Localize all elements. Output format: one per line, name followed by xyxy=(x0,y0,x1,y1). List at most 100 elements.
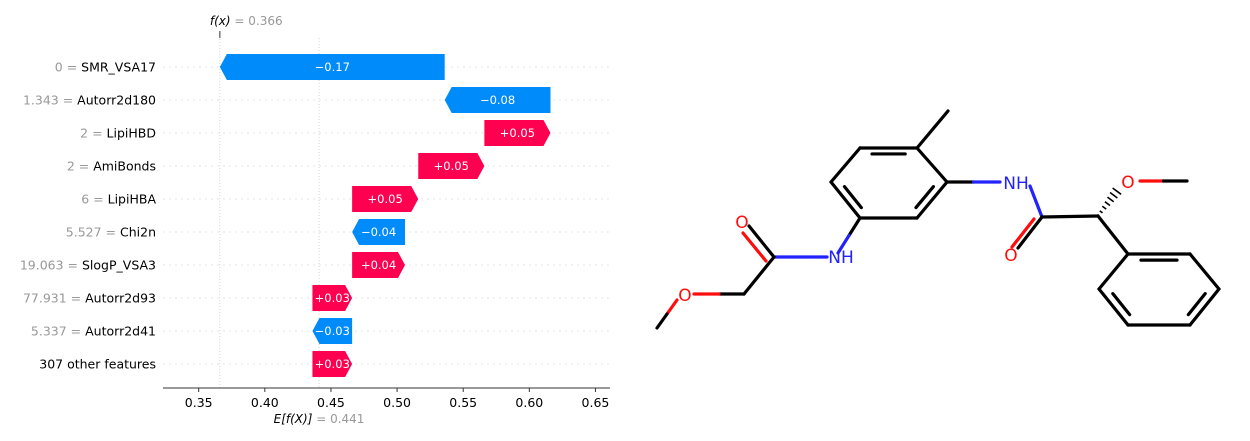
feature-name: LipiHBA xyxy=(108,192,157,207)
feature-value: 5.527 = xyxy=(66,225,120,240)
feature-value: 2 = xyxy=(80,126,106,141)
feature-label: 0 = SMR_VSA17 xyxy=(55,60,156,75)
positive-bar xyxy=(418,153,485,179)
phenyl-bond xyxy=(1097,252,1130,291)
fx-label: f(x) = 0.366 xyxy=(210,14,283,28)
molecule-structure: NH NH O O O O xyxy=(655,109,1221,330)
shap-waterfall-chart: −0.17 0 = SMR_VSA17 −0.08 1.343 = Autorr2d1… xyxy=(20,14,610,426)
carbonyl-bond xyxy=(1016,215,1044,250)
negative-bar xyxy=(352,219,406,245)
c-n-bond xyxy=(847,216,862,238)
c-c-bond xyxy=(1040,214,1100,219)
positive-bar xyxy=(312,351,353,377)
bar-value-label: −0.03 xyxy=(315,324,350,338)
positive-bar xyxy=(484,120,551,146)
negative-bar xyxy=(444,87,551,113)
ring-double-bond xyxy=(914,185,936,210)
x-tick-label: 0.65 xyxy=(582,395,610,410)
base-value: = 0.441 xyxy=(312,412,364,426)
c-n-bond xyxy=(836,233,851,255)
o-methyl-bond xyxy=(655,312,669,330)
feature-name: SlogP_VSA3 xyxy=(82,258,156,273)
bar-value-label: −0.17 xyxy=(315,60,350,74)
x-tick-label: 0.40 xyxy=(251,395,279,410)
feature-label: 77.931 = Autorr2d93 xyxy=(23,291,156,306)
negative-bar xyxy=(219,54,445,80)
oxygen-label: O xyxy=(1004,246,1017,266)
fx-symbol: f(x) xyxy=(210,14,231,28)
feature-value: 77.931 = xyxy=(23,291,85,306)
feature-value: 1.343 = xyxy=(23,93,77,108)
ring-double-bond xyxy=(842,185,863,210)
carbonyl-bond xyxy=(747,224,776,259)
feature-label: 6 = LipiHBA xyxy=(81,192,156,207)
feature-label: 2 = LipiHBD xyxy=(80,126,156,141)
carbonyl-double-bond xyxy=(1010,217,1036,249)
oxygen-label: O xyxy=(1121,173,1134,193)
feature-name: Autorr2d41 xyxy=(85,324,156,339)
hashed-wedge-bond xyxy=(1099,187,1122,214)
feature-value: 5.337 = xyxy=(31,324,85,339)
positive-bar xyxy=(352,186,419,212)
x-tick-label: 0.50 xyxy=(383,395,411,410)
phenyl-bond xyxy=(1188,287,1221,327)
x-tick-label: 0.35 xyxy=(185,395,213,410)
ring-bond xyxy=(915,146,949,184)
carbonyl-double-bond xyxy=(741,231,768,263)
feature-name: Autorr2d180 xyxy=(77,93,156,108)
positive-bar xyxy=(352,252,406,278)
feature-name: 307 other features xyxy=(39,357,156,372)
bar-value-label: +0.04 xyxy=(361,258,396,272)
feature-name: LipiHBD xyxy=(107,126,156,141)
phenyl-double-bond xyxy=(1111,292,1132,317)
ring-bond xyxy=(829,180,862,220)
ring-bond xyxy=(915,180,949,220)
methyl-bond xyxy=(915,109,950,150)
feature-label: 19.063 = SlogP_VSA3 xyxy=(20,258,156,273)
bar-value-label: +0.05 xyxy=(434,159,469,173)
oxygen-label: O xyxy=(735,213,748,233)
wedge-hash xyxy=(1099,210,1103,214)
bar-value-label: +0.05 xyxy=(500,126,535,140)
feature-label: 5.337 = Autorr2d41 xyxy=(31,324,156,339)
feature-label: 2 = AmiBonds xyxy=(67,159,156,174)
feature-label: 307 other features xyxy=(39,357,156,372)
wedge-hash xyxy=(1104,201,1111,207)
wedge-hash xyxy=(1109,191,1118,199)
o-methyl-bond xyxy=(665,298,679,316)
feature-label: 1.343 = Autorr2d180 xyxy=(23,93,156,108)
bar-value-label: −0.04 xyxy=(361,225,396,239)
fx-value: = 0.366 xyxy=(231,14,283,28)
c-phenyl-bond xyxy=(1096,214,1130,256)
positive-bar xyxy=(312,285,353,311)
x-tick-label: 0.55 xyxy=(449,395,477,410)
negative-bar xyxy=(312,318,353,344)
phenyl-double-bond xyxy=(1186,292,1207,317)
phenyl-bond xyxy=(1097,287,1130,327)
n-c-bond xyxy=(1028,184,1044,219)
nh-label: NH xyxy=(828,248,854,268)
feature-name: SMR_VSA17 xyxy=(81,60,156,75)
feature-value: 2 = xyxy=(67,159,93,174)
base-value-label: E[f(X)] = 0.441 xyxy=(274,412,365,426)
bar-value-label: +0.03 xyxy=(315,357,350,371)
feature-name: Chi2n xyxy=(120,225,156,240)
feature-value: 0 = xyxy=(55,60,81,75)
c-c-bond xyxy=(742,255,776,296)
bar-value-label: +0.03 xyxy=(315,291,350,305)
oxygen-label: O xyxy=(678,286,691,306)
wedge-hash xyxy=(1112,187,1122,195)
feature-name: AmiBonds xyxy=(93,159,156,174)
feature-value: 6 = xyxy=(81,192,107,207)
phenyl-bond xyxy=(1188,252,1221,291)
bar-value-label: −0.08 xyxy=(480,93,515,107)
bar-value-label: +0.05 xyxy=(368,192,403,206)
nh-label: NH xyxy=(1003,174,1029,194)
base-symbol: E[f(X)] xyxy=(274,412,313,426)
feature-label: 5.527 = Chi2n xyxy=(66,225,156,240)
wedge-hash xyxy=(1101,205,1107,210)
ring-bond xyxy=(829,146,862,184)
wedge-hash xyxy=(1107,196,1115,203)
feature-name: Autorr2d93 xyxy=(85,291,156,306)
